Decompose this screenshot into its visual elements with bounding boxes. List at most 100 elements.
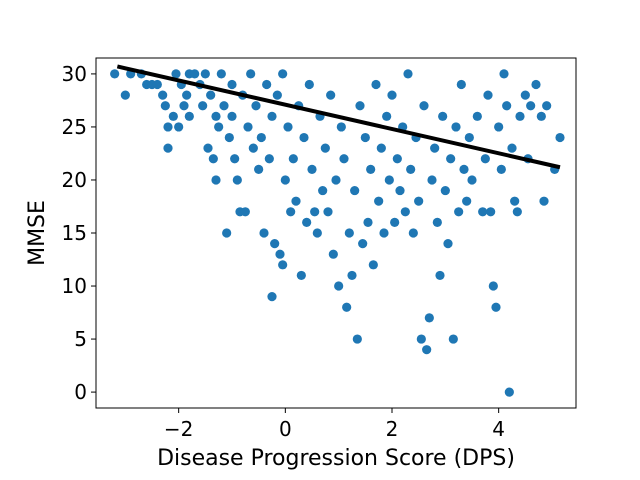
data-point: [288, 154, 298, 164]
data-point: [334, 281, 344, 291]
data-point: [406, 164, 416, 174]
data-point: [219, 101, 229, 111]
data-point: [451, 122, 461, 132]
data-point: [363, 217, 373, 227]
data-point: [198, 101, 208, 111]
plot-frame: [95, 57, 577, 409]
data-point: [494, 122, 504, 132]
data-point: [224, 132, 234, 143]
data-point: [499, 69, 509, 79]
data-point: [526, 101, 536, 111]
data-point: [424, 313, 434, 323]
data-point: [486, 207, 496, 217]
data-point: [427, 175, 437, 185]
data-point: [542, 101, 552, 111]
data-point: [259, 228, 269, 238]
y-tick-label: 5: [74, 327, 87, 351]
data-point: [536, 111, 546, 121]
data-point: [368, 260, 378, 270]
data-point: [432, 217, 442, 227]
data-point: [272, 90, 282, 100]
data-point: [504, 387, 514, 397]
data-point: [371, 79, 381, 90]
data-point: [270, 239, 280, 249]
data-point: [347, 270, 357, 281]
data-point: [200, 69, 210, 79]
data-point: [286, 207, 296, 217]
data-point: [422, 345, 432, 355]
data-point: [419, 101, 429, 111]
data-point: [323, 207, 333, 217]
data-point: [211, 111, 221, 121]
x-axis-label: Disease Progression Score (DPS): [157, 446, 515, 471]
data-point: [254, 164, 264, 174]
data-points: [110, 69, 565, 397]
data-point: [472, 111, 482, 121]
data-point: [280, 175, 290, 185]
data-point: [222, 228, 232, 238]
data-point: [152, 79, 162, 90]
data-point: [464, 132, 474, 143]
data-point: [488, 281, 498, 291]
data-point: [182, 90, 192, 100]
data-point: [555, 132, 565, 143]
data-point: [507, 143, 517, 153]
y-tick-label: 30: [62, 62, 87, 86]
data-point: [456, 79, 466, 90]
data-point: [379, 228, 389, 238]
data-point: [211, 175, 221, 185]
data-point: [448, 334, 458, 344]
data-point: [438, 111, 448, 121]
data-point: [355, 101, 365, 111]
data-point: [382, 111, 392, 121]
data-point: [240, 207, 250, 217]
data-point: [304, 79, 314, 90]
data-point: [299, 132, 309, 143]
data-point: [515, 111, 525, 121]
y-axis-ticks: 0 5 10 15 20 25 30: [62, 62, 96, 404]
data-point: [232, 175, 242, 185]
data-point: [227, 111, 237, 121]
data-point: [328, 249, 338, 259]
data-point: [158, 90, 168, 100]
data-point: [376, 143, 386, 153]
data-point: [312, 228, 322, 238]
data-point: [163, 122, 173, 132]
data-point: [216, 69, 226, 79]
x-tick-label: 0: [279, 417, 292, 441]
data-point: [174, 122, 184, 132]
data-point: [262, 79, 272, 90]
data-point: [496, 164, 506, 174]
data-point: [446, 154, 456, 164]
regression-line: [116, 64, 561, 170]
data-point: [214, 122, 224, 132]
data-point: [318, 185, 328, 196]
data-point: [430, 143, 440, 153]
data-point: [358, 239, 368, 249]
data-point: [320, 143, 330, 153]
data-point: [491, 302, 501, 312]
y-tick-label: 0: [74, 380, 87, 404]
data-point: [227, 79, 237, 90]
data-point: [459, 164, 469, 174]
data-point: [264, 154, 274, 164]
data-point: [531, 79, 541, 90]
data-point: [512, 207, 522, 217]
y-tick-label: 10: [62, 274, 87, 298]
data-point: [307, 164, 317, 174]
data-point: [416, 334, 426, 344]
data-point: [440, 185, 450, 196]
data-point: [246, 69, 256, 79]
data-point: [230, 154, 240, 164]
data-point: [190, 69, 200, 79]
data-point: [400, 207, 410, 217]
x-tick-label: 4: [492, 417, 505, 441]
data-point: [502, 101, 512, 111]
data-point: [520, 90, 530, 100]
data-point: [251, 101, 261, 111]
data-point: [275, 249, 285, 259]
data-point: [336, 122, 346, 132]
data-point: [339, 154, 349, 164]
y-tick-label: 20: [62, 168, 87, 192]
